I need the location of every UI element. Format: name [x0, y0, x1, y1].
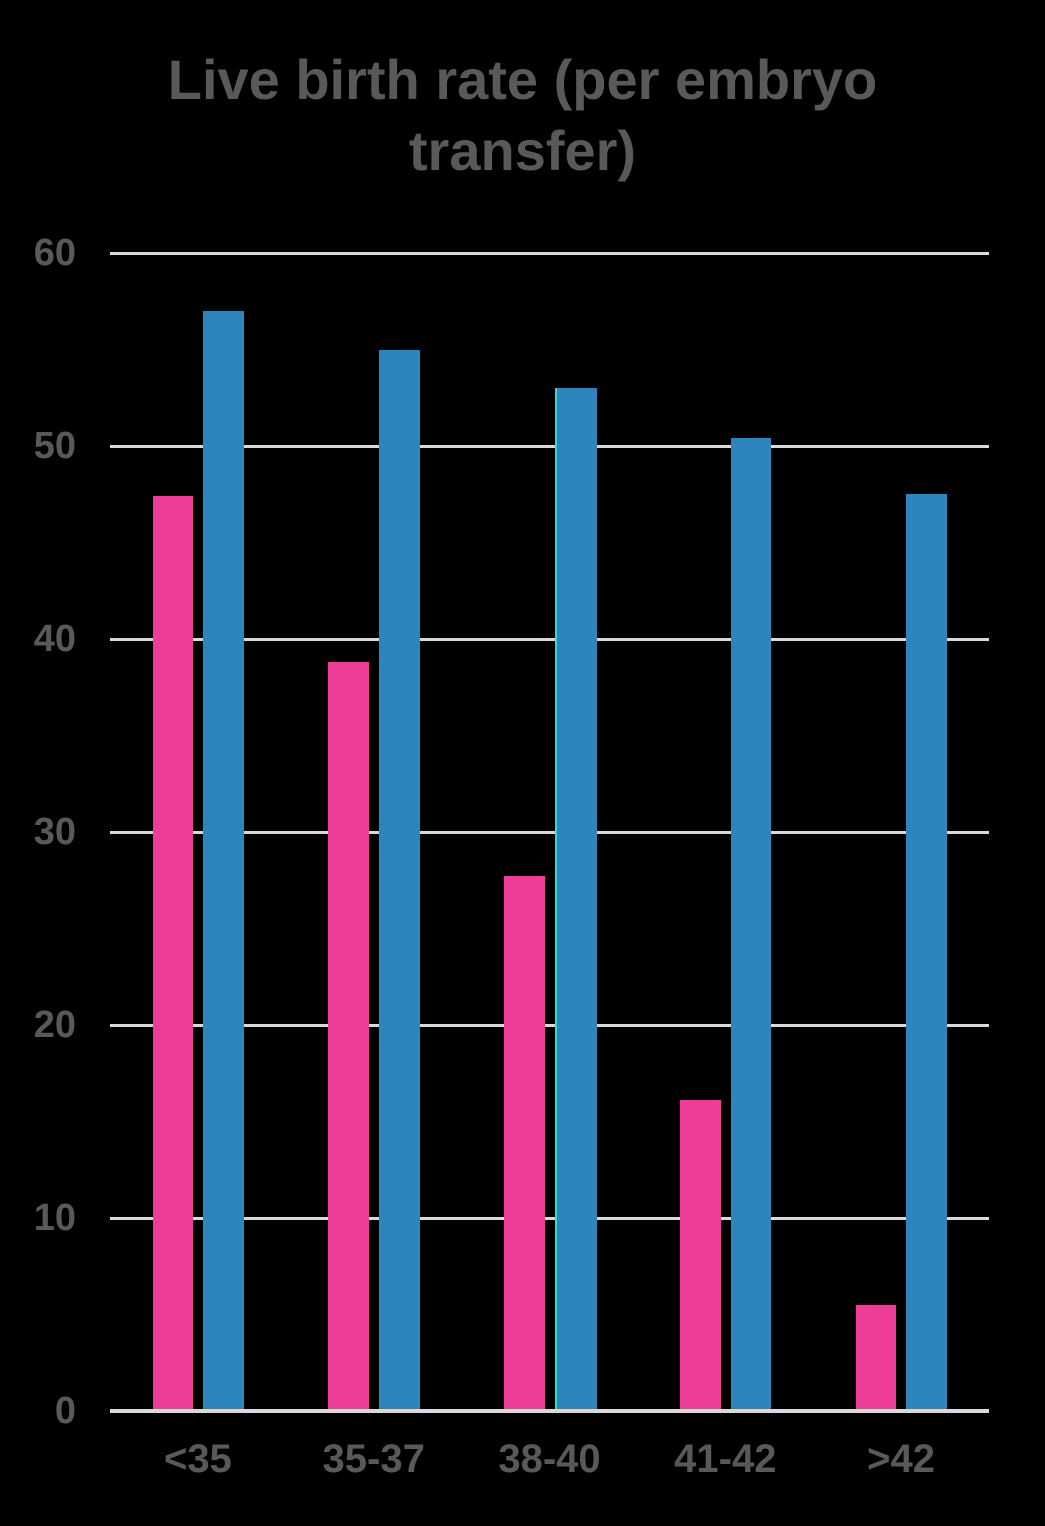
bar-pink — [152, 496, 194, 1411]
bar-blue — [379, 349, 420, 1411]
x-axis-category-label: 35-37 — [322, 1437, 425, 1481]
y-axis-tick-label: 0 — [54, 1390, 76, 1432]
bar-blue — [554, 388, 598, 1411]
x-axis-category-label: 41-42 — [674, 1437, 777, 1481]
x-axis-category-label: 38-40 — [498, 1437, 601, 1481]
bar-pink — [328, 662, 369, 1411]
y-axis-tick-label: 30 — [33, 811, 76, 853]
bar-blue — [906, 494, 947, 1411]
y-axis-tick-label: 40 — [33, 618, 76, 660]
y-axis-tick-label: 60 — [33, 232, 76, 274]
x-axis-line — [110, 1409, 989, 1413]
x-axis-category-label: <35 — [163, 1437, 232, 1481]
y-axis-tick-label: 10 — [33, 1197, 76, 1239]
chart-title: Live birth rate (per embryo transfer) — [167, 48, 878, 183]
y-axis-tick-label: 50 — [33, 425, 76, 467]
gridline — [110, 637, 989, 641]
bar-blue — [203, 310, 244, 1411]
bar-pink — [504, 876, 545, 1411]
bar-pink — [855, 1304, 897, 1411]
y-axis-tick-label: 20 — [33, 1004, 76, 1046]
gridline — [110, 830, 989, 834]
bar-pink — [680, 1100, 721, 1411]
bar-blue — [730, 438, 772, 1411]
gridline — [110, 251, 989, 255]
plot-area — [110, 251, 989, 1411]
gridline — [110, 1023, 989, 1027]
gridline — [110, 1216, 989, 1220]
x-axis-category-label: >42 — [867, 1437, 936, 1481]
gridline — [110, 444, 989, 448]
